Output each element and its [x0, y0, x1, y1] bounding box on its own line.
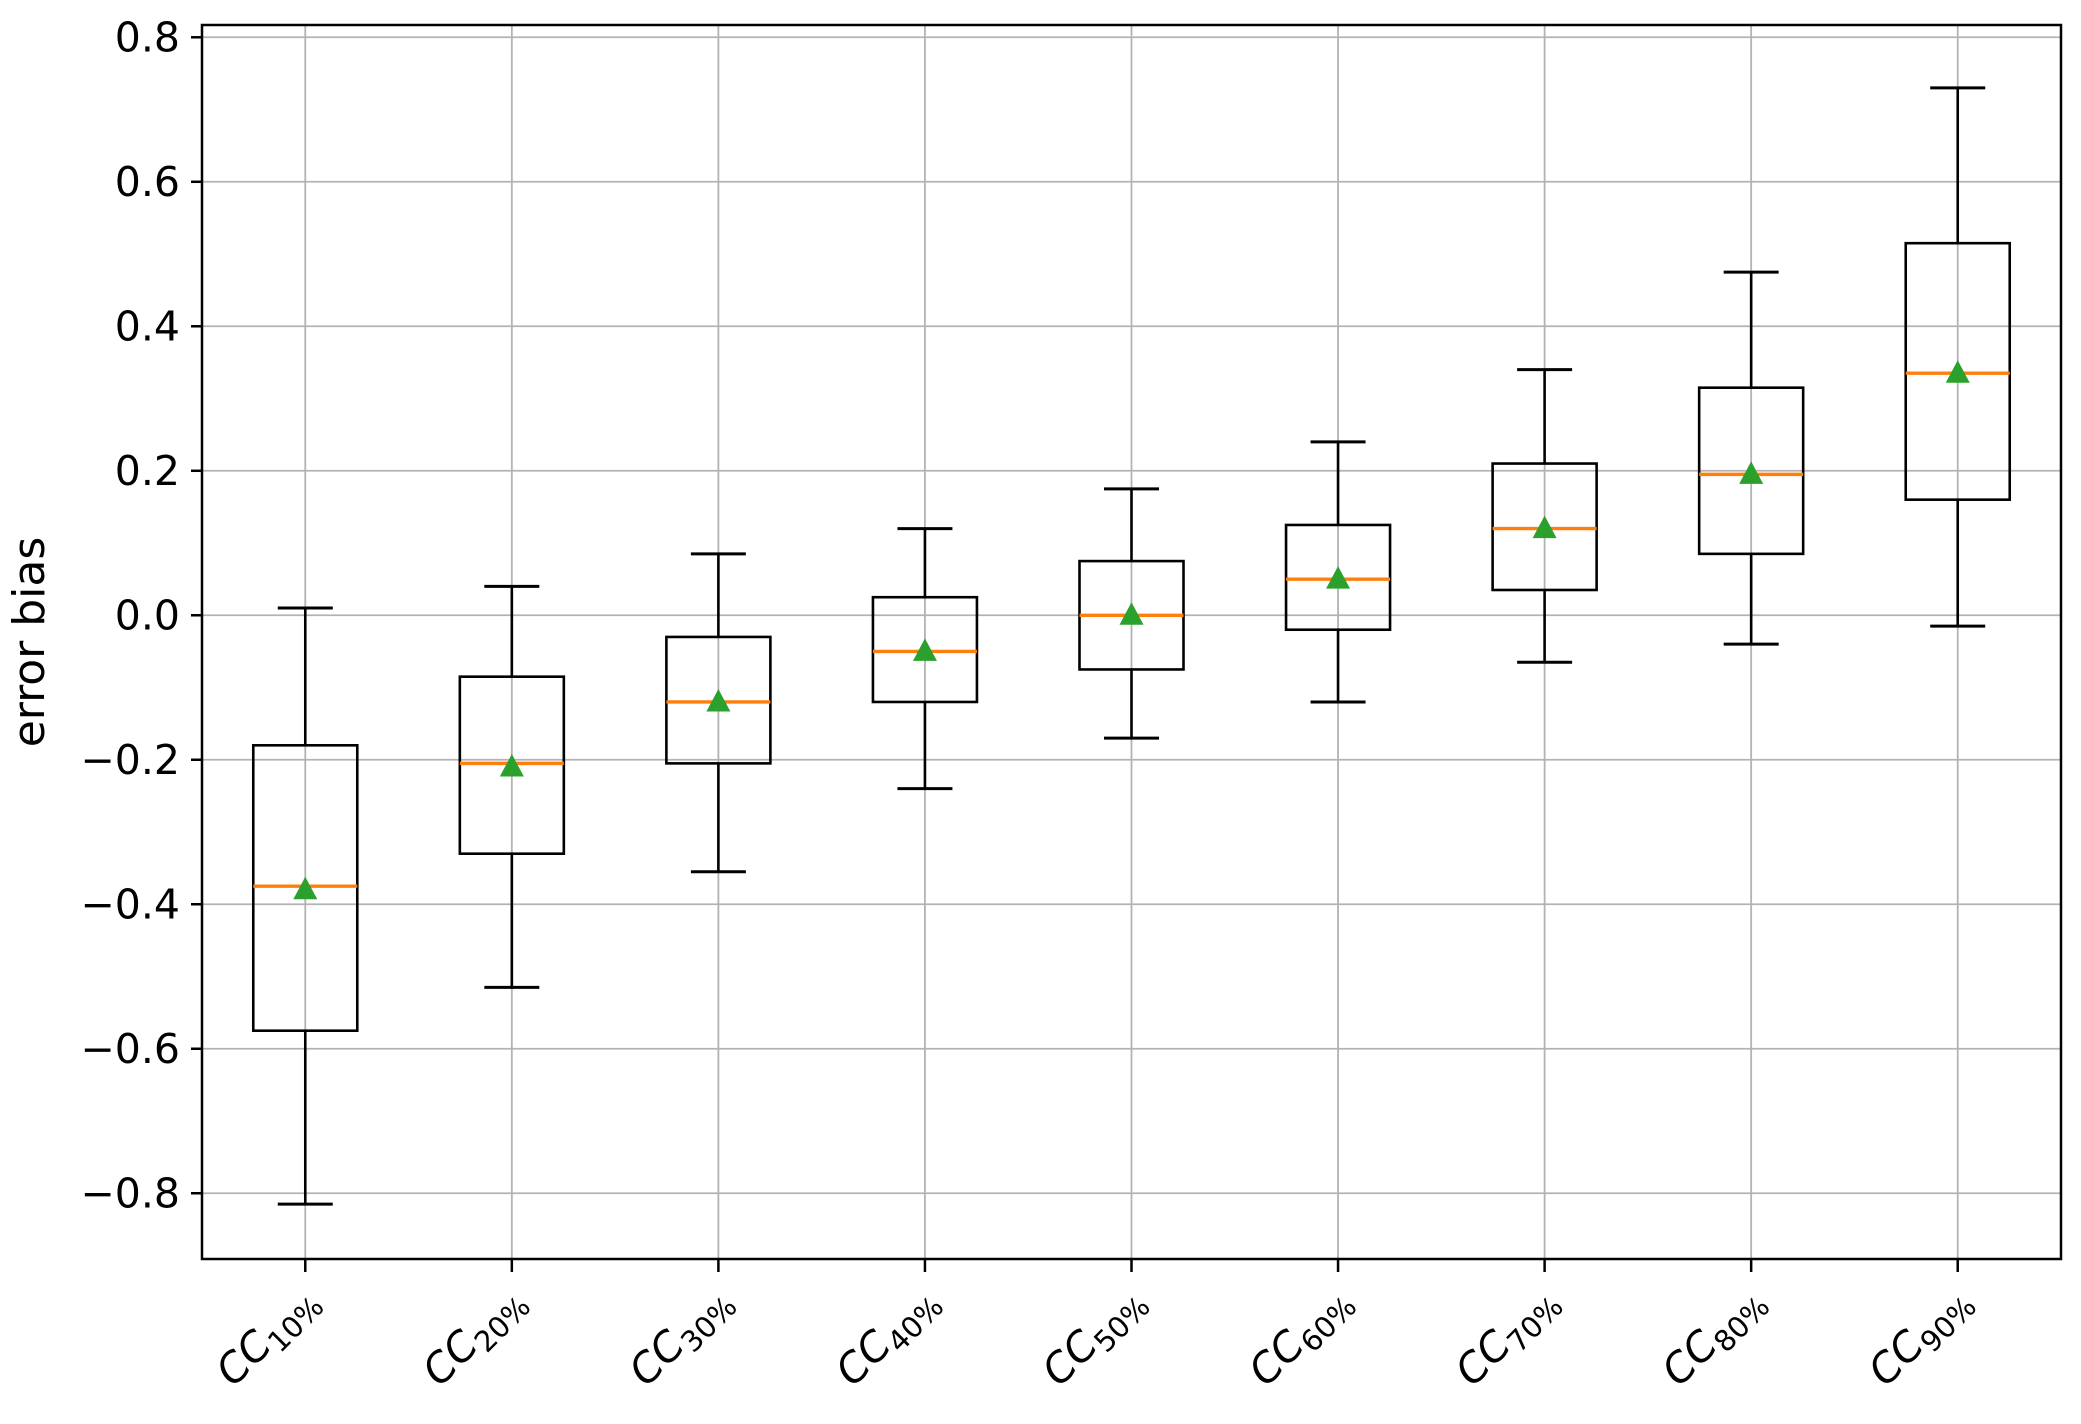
iqr-box: [871, 595, 979, 704]
boxplot-CC40%: [871, 527, 979, 791]
mean-marker-triangle: [1532, 515, 1557, 539]
y-axis-label: error bias: [4, 537, 55, 748]
mean-marker-triangle: [293, 876, 318, 900]
y-tick-labels: 0.8 0.6 0.4 0.2 0.0 −0.2 −0.4 −0.6 −0.8: [80, 13, 180, 1217]
mean-marker-triangle: [1945, 360, 1970, 383]
boxplot-CC10%: [251, 606, 359, 1206]
iqr-box: [1697, 386, 1805, 556]
iqr-box: [251, 744, 359, 1032]
mean-marker-triangle: [912, 638, 937, 661]
iqr-box: [458, 675, 566, 855]
y-tick-label: −0.6: [80, 1025, 180, 1073]
boxplot-CC60%: [1284, 440, 1392, 704]
y-tick-label: 0.0: [115, 591, 180, 639]
iqr-box: [1284, 523, 1392, 632]
y-tick-label: 0.2: [115, 447, 180, 495]
y-tick-label: 0.6: [115, 158, 180, 206]
mean-marker-triangle: [499, 753, 524, 777]
y-tick-label: −0.2: [80, 736, 180, 784]
mean-marker-triangle: [706, 688, 731, 712]
boxplot-CC50%: [1078, 487, 1185, 740]
box-series: [251, 86, 2012, 1206]
boxplot-CC70%: [1491, 368, 1598, 664]
iqr-box: [1904, 241, 2012, 501]
boxplot-CC20%: [458, 584, 566, 989]
mean-marker-triangle: [1739, 461, 1764, 484]
y-tick-label: −0.8: [80, 1169, 180, 1217]
boxplot-CC30%: [665, 552, 772, 874]
boxplot-CC90%: [1904, 86, 2012, 628]
iqr-box: [1491, 462, 1598, 592]
y-tick-label: 0.8: [115, 13, 180, 61]
y-tick-label: 0.4: [115, 302, 180, 350]
axes-spines-and-ticks: [191, 23, 2063, 1272]
mean-marker-triangle: [1119, 602, 1144, 625]
y-tick-label: −0.4: [80, 880, 180, 928]
mean-marker-triangle: [1326, 566, 1351, 589]
boxplot-CC80%: [1697, 270, 1805, 646]
iqr-box: [665, 635, 772, 765]
